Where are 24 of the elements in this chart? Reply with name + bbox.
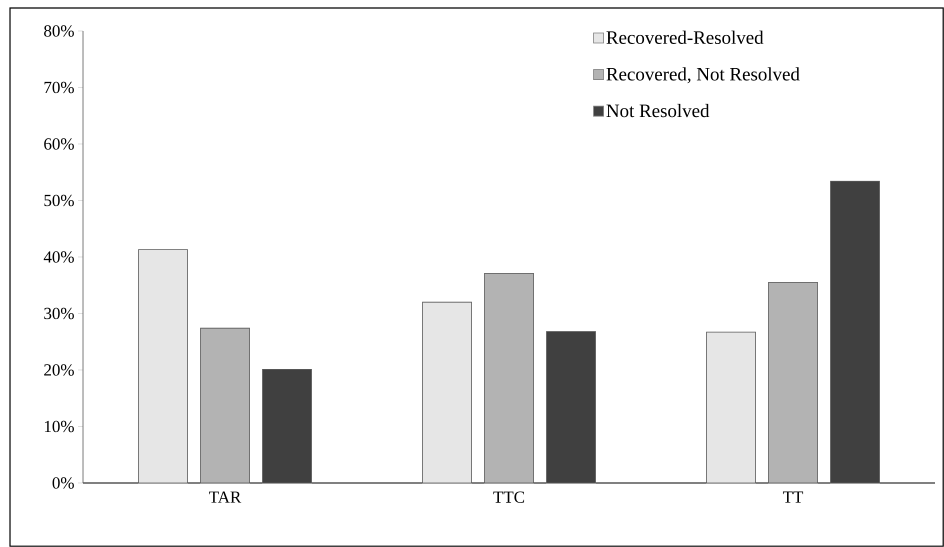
legend-label: Not Resolved [606,104,710,118]
y-tick-label: 80% [44,25,74,37]
y-tick-label: 70% [44,82,74,94]
legend-label: Recovered, Not Resolved [606,67,800,84]
y-tick-label: 50% [44,194,74,206]
y-tick-label: 40% [44,251,74,263]
bar [138,249,188,484]
bar [200,328,250,484]
x-tick-label: TT [782,492,804,503]
y-tick-label: 30% [44,308,74,320]
x-tick-label: TAR [209,491,242,503]
x-tick-label: TTC [493,492,524,503]
y-tick-label: 60% [44,138,74,150]
legend-label: Recovered-Resolved [606,30,764,44]
bar [546,331,596,484]
bar [484,272,534,484]
y-tick-label: 0% [52,477,74,489]
bar [768,282,818,484]
bar [706,332,756,484]
y-tick-label: 10% [44,420,74,432]
bar [422,302,472,484]
bar [830,180,880,484]
bar [262,369,312,484]
y-tick-label: 20% [44,364,74,376]
